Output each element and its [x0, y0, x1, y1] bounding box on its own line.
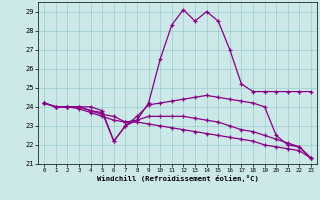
- X-axis label: Windchill (Refroidissement éolien,°C): Windchill (Refroidissement éolien,°C): [97, 175, 259, 182]
